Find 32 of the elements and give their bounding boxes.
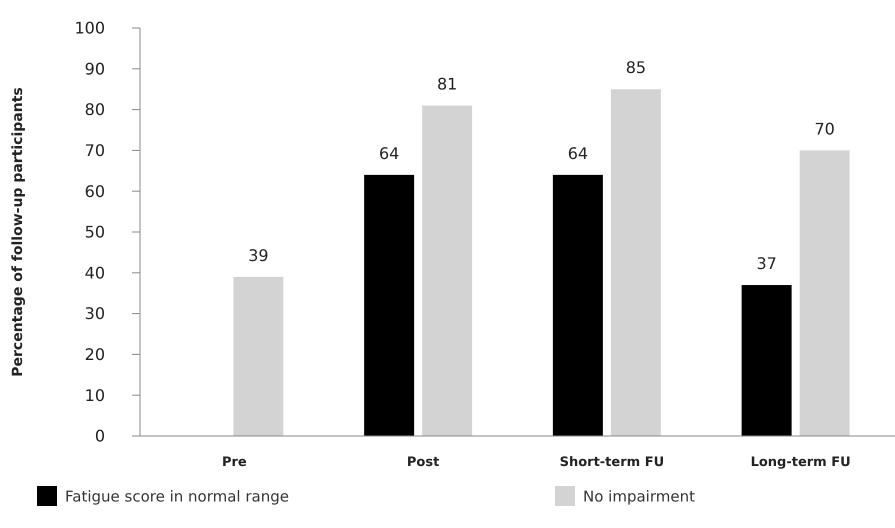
y-tick-label: 0 xyxy=(94,426,105,446)
y-tick-label: 20 xyxy=(84,345,105,364)
y-tick-label: 60 xyxy=(84,182,105,201)
y-tick-label: 50 xyxy=(84,222,105,242)
y-tick-label: 80 xyxy=(84,100,105,120)
bar xyxy=(800,150,850,436)
data-label: 64 xyxy=(568,144,588,163)
y-tick-label: 100 xyxy=(74,18,105,38)
x-tick-label: Post xyxy=(406,455,440,470)
y-tick-label: 70 xyxy=(84,141,105,160)
bar xyxy=(552,174,603,436)
y-tick-label: 90 xyxy=(84,59,105,78)
legend-label: Fatigue score in normal range xyxy=(65,487,289,506)
data-label: 39 xyxy=(248,246,269,265)
bar xyxy=(742,285,792,436)
data-label: 81 xyxy=(436,74,458,94)
data-label: 64 xyxy=(378,144,400,163)
x-tick-label: Pre xyxy=(222,455,247,470)
y-axis-title: Percentage of follow-up participants xyxy=(10,87,26,377)
bar xyxy=(610,89,661,436)
y-tick-label: 40 xyxy=(84,263,105,282)
x-tick-label: Short-term FU xyxy=(560,455,664,470)
bar xyxy=(364,174,414,436)
legend-label: No impairment xyxy=(583,487,696,506)
y-tick-label: 30 xyxy=(84,304,105,324)
bar xyxy=(422,106,472,436)
data-label: 37 xyxy=(756,254,777,274)
x-tick-label: Long-term FU xyxy=(750,455,851,470)
data-label: 70 xyxy=(814,119,835,138)
data-label: 85 xyxy=(626,58,646,78)
bar xyxy=(233,276,284,436)
y-tick-label: 10 xyxy=(84,386,105,405)
